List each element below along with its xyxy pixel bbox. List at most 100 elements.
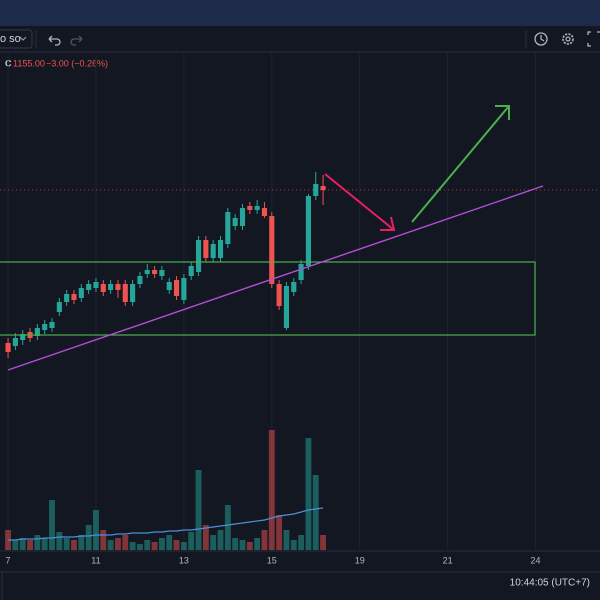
volume-bar bbox=[290, 540, 297, 550]
candle-body bbox=[137, 276, 143, 284]
candle-body bbox=[298, 264, 304, 280]
volume-bar bbox=[129, 542, 136, 550]
replay-button[interactable] bbox=[534, 32, 548, 46]
candle-body bbox=[130, 284, 136, 302]
candle-body bbox=[64, 294, 70, 302]
volume-bar bbox=[158, 538, 165, 550]
candle-body bbox=[108, 284, 114, 290]
candle-body bbox=[225, 212, 231, 244]
x-tick-label: 19 bbox=[355, 555, 365, 565]
candle-body bbox=[34, 328, 40, 336]
candle-body bbox=[100, 284, 106, 292]
candle-body bbox=[181, 278, 187, 300]
volume-bar bbox=[41, 538, 48, 550]
clock: 10:44:05 (UTC+7) bbox=[510, 578, 590, 589]
volume-bar bbox=[320, 535, 327, 550]
volume-bar bbox=[254, 538, 261, 550]
candle-body bbox=[247, 206, 253, 210]
candle-body bbox=[283, 286, 290, 328]
volume-bar bbox=[136, 544, 143, 550]
volume-bar bbox=[261, 530, 268, 550]
candle-body bbox=[159, 270, 165, 276]
volume-bar bbox=[298, 535, 305, 550]
symbol-dropdown[interactable] bbox=[19, 36, 27, 41]
x-tick-label: 13 bbox=[179, 555, 189, 565]
volume-bar bbox=[63, 538, 70, 550]
down-arrow[interactable] bbox=[324, 173, 396, 231]
volume-bar bbox=[19, 538, 26, 550]
volume-bar bbox=[115, 538, 121, 550]
settings-button[interactable] bbox=[562, 33, 574, 45]
candle-body bbox=[122, 284, 128, 302]
candle-body bbox=[20, 334, 26, 340]
candle-body bbox=[254, 206, 260, 210]
volume-bar bbox=[232, 538, 239, 550]
time-axis: 7 11 13 15 19 21 24 bbox=[6, 555, 541, 565]
app-header bbox=[0, 0, 600, 26]
candle-body bbox=[49, 322, 55, 328]
candle-body bbox=[173, 280, 180, 296]
volume-bar bbox=[210, 535, 217, 550]
up-arrow[interactable] bbox=[411, 105, 510, 223]
volume-bar bbox=[268, 430, 275, 550]
legend-change: −3.00 (−0.26%) bbox=[46, 58, 108, 68]
volume-bar bbox=[100, 530, 107, 550]
candle-body bbox=[269, 216, 275, 284]
x-tick-label: 21 bbox=[443, 555, 453, 565]
candle-body bbox=[78, 288, 84, 298]
volume-bar bbox=[12, 540, 19, 550]
candle-body bbox=[5, 343, 11, 352]
volume-bar bbox=[305, 438, 312, 550]
candle-body bbox=[42, 324, 48, 330]
price-pane bbox=[0, 172, 600, 358]
redo-button[interactable] bbox=[70, 35, 83, 46]
volume-bar bbox=[239, 540, 246, 550]
candle-body bbox=[261, 208, 268, 216]
replay-icon bbox=[540, 35, 545, 42]
candle-body bbox=[12, 338, 18, 346]
candle-body bbox=[166, 282, 172, 290]
candle-body bbox=[239, 208, 246, 226]
x-tick-label: 24 bbox=[531, 555, 541, 565]
x-tick-label: 15 bbox=[267, 555, 277, 565]
candle-body bbox=[320, 186, 326, 190]
volume-bar bbox=[188, 532, 195, 550]
volume-bar bbox=[27, 540, 33, 550]
candle-body bbox=[188, 266, 194, 276]
volume-bar bbox=[283, 530, 290, 550]
volume-bar bbox=[166, 535, 173, 550]
trend-line[interactable] bbox=[7, 185, 544, 371]
volume-bar bbox=[78, 535, 85, 550]
volume-bar bbox=[180, 542, 187, 550]
candle-body bbox=[305, 196, 311, 266]
volume-bar bbox=[246, 542, 253, 550]
candle-body bbox=[115, 284, 121, 290]
volume-bar bbox=[34, 535, 41, 550]
undo-button[interactable] bbox=[48, 35, 61, 46]
candle-body bbox=[217, 240, 224, 258]
volume-bar bbox=[195, 470, 202, 550]
volume-bar bbox=[93, 510, 99, 550]
volume-bar bbox=[173, 540, 180, 550]
volume-pane bbox=[5, 430, 327, 550]
candle-body bbox=[86, 284, 92, 290]
candle-body bbox=[232, 218, 238, 226]
candle-body bbox=[195, 240, 202, 272]
volume-bar bbox=[151, 542, 158, 550]
volume-bar bbox=[224, 505, 231, 550]
candle-body bbox=[291, 282, 297, 292]
volume-bar bbox=[276, 515, 283, 550]
volume-bar bbox=[144, 540, 151, 550]
volume-bar bbox=[122, 535, 129, 550]
x-tick-label: 7 bbox=[6, 555, 11, 565]
range-rectangle[interactable] bbox=[0, 261, 536, 336]
volume-bar bbox=[202, 525, 209, 550]
volume-bar bbox=[85, 525, 92, 550]
candle-body bbox=[152, 270, 158, 274]
candle-body bbox=[276, 284, 282, 306]
x-tick-label: 11 bbox=[91, 555, 100, 565]
candle-body bbox=[56, 302, 62, 312]
symbol-button[interactable] bbox=[0, 29, 33, 49]
